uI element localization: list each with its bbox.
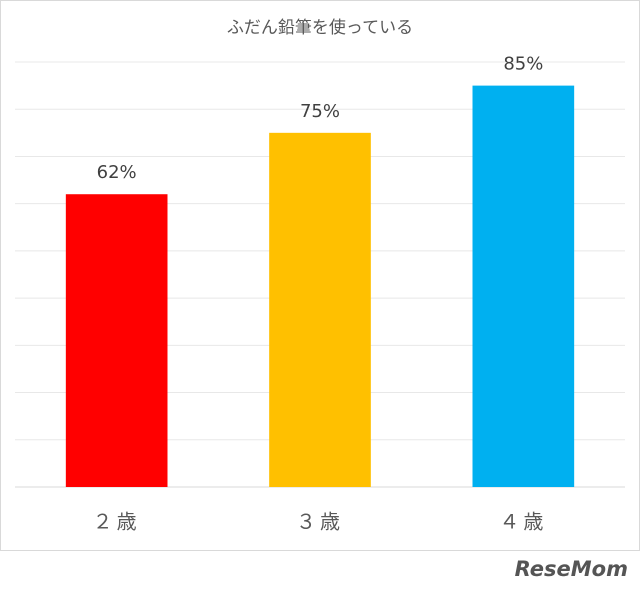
chart-title: ふだん鉛筆を使っている: [227, 17, 413, 38]
bar: [269, 132, 371, 488]
watermark: ReseMom: [515, 557, 628, 581]
data-label: 85%: [503, 54, 543, 75]
bar: [65, 194, 168, 487]
x-tick-label: ２歳: [93, 510, 141, 534]
data-label: 75%: [300, 101, 340, 122]
x-tick-label: ４歳: [499, 510, 547, 534]
data-label: 62%: [97, 162, 137, 183]
x-tick-label: ３歳: [296, 510, 344, 534]
bar: [472, 85, 575, 487]
